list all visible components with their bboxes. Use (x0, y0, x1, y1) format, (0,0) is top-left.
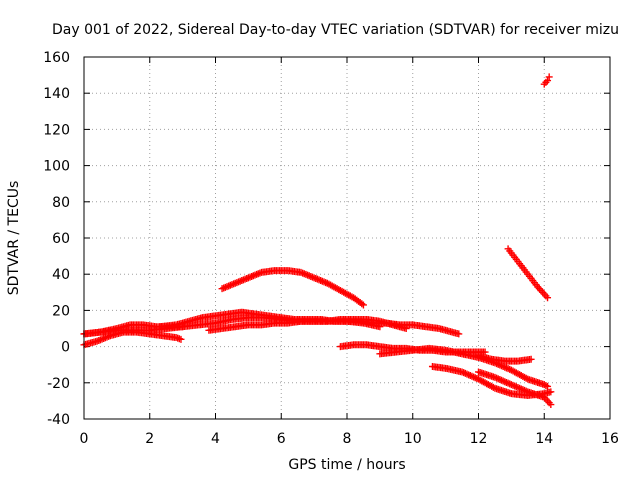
y-tick-label: 100 (43, 159, 70, 175)
y-tick-label: 60 (52, 231, 70, 247)
y-tick-label: -40 (47, 412, 70, 428)
y-axis-label: SDTVAR / TECUs (6, 181, 22, 296)
x-tick-label: 16 (601, 431, 619, 447)
data-point (544, 77, 552, 85)
grid-layer (84, 57, 610, 419)
x-tick-label: 10 (404, 431, 422, 447)
y-tick-label: 140 (43, 86, 70, 102)
y-tick-label: 160 (43, 50, 70, 66)
series-arc12 (504, 245, 552, 302)
data-point (545, 73, 553, 81)
plot-frame (83, 56, 611, 420)
y-tick-label: 120 (43, 122, 70, 138)
x-tick-label: 6 (277, 431, 286, 447)
x-tick-label: 8 (343, 431, 352, 447)
series-arc6 (218, 267, 367, 309)
y-tick-label: -20 (47, 376, 70, 392)
y-tick-label: 0 (61, 340, 70, 356)
series-arc13 (540, 73, 553, 88)
data-point (527, 355, 535, 363)
x-tick-label: 12 (470, 431, 488, 447)
y-tick-label: 80 (52, 195, 70, 211)
x-tick-label: 0 (80, 431, 89, 447)
data-point (177, 335, 185, 343)
data-layer (80, 73, 555, 409)
data-point (544, 294, 552, 302)
data-point (402, 325, 410, 332)
data-point (547, 401, 555, 409)
data-point (359, 301, 367, 309)
tick-labels: 0 2 4 6 8 10 12 14 16 -40 -20 0 20 40 60 80 100 120 140 160 (43, 50, 619, 447)
data-point (455, 330, 463, 338)
data-point (544, 382, 552, 390)
x-tick-label: 2 (145, 431, 154, 447)
series-arc10 (475, 352, 535, 365)
y-tick-label: 40 (52, 267, 70, 283)
series-arc5 (205, 315, 410, 334)
x-tick-label: 4 (211, 431, 220, 447)
y-tick-label: 20 (52, 303, 70, 319)
x-tick-label: 14 (535, 431, 553, 447)
x-axis-label: GPS time / hours (288, 457, 405, 473)
data-point (547, 388, 555, 396)
series-arc11 (475, 368, 555, 409)
chart-title: Day 001 of 2022, Sidereal Day-to-day VTE… (52, 22, 619, 38)
